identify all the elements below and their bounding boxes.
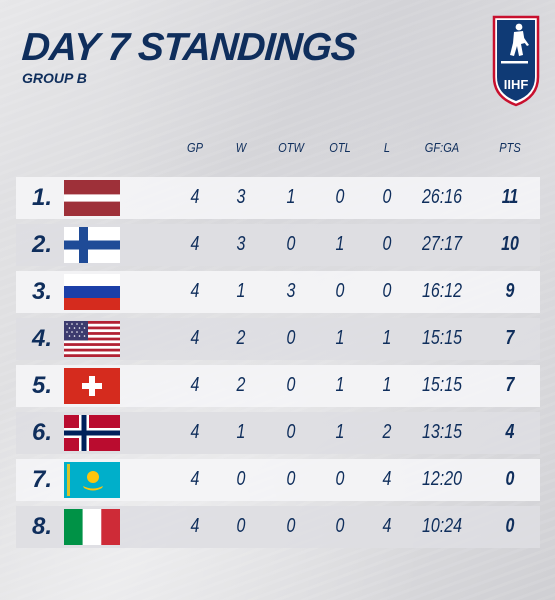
otw-value: 0	[286, 515, 296, 537]
w-value: 3	[236, 186, 246, 208]
pts-value: 11	[501, 186, 519, 208]
rank: 6.	[32, 419, 53, 446]
column-gfga: GF:GA	[424, 140, 460, 155]
otw-value: 0	[286, 233, 296, 255]
gp-value: 4	[190, 186, 200, 208]
otl-value: 0	[335, 280, 345, 302]
switzerland-flag-icon	[64, 368, 120, 404]
page-title: DAY 7 STANDINGS	[20, 26, 358, 69]
table-row: 4. 4 2 0 1 1 15:15 7	[16, 318, 540, 360]
table-header: GP W OTW OTL L GF:GA PTS	[0, 140, 555, 168]
l-value: 2	[382, 421, 392, 443]
rank: 4.	[32, 325, 53, 352]
gfga-value: 13:15	[421, 421, 463, 443]
otw-value: 1	[286, 186, 296, 208]
gfga-value: 27:17	[421, 233, 463, 255]
gfga-value: 15:15	[421, 327, 463, 349]
l-value: 0	[382, 280, 392, 302]
table-row: 5. 4 2 0 1 1 15:15 7	[16, 365, 540, 407]
otl-value: 1	[335, 327, 345, 349]
table-row: 8. 4 0 0 0 4 10:24 0	[16, 506, 540, 548]
column-l: L	[383, 140, 391, 155]
norway-flag-icon	[64, 415, 120, 451]
l-value: 1	[382, 374, 392, 396]
gp-value: 4	[190, 374, 200, 396]
otw-value: 0	[286, 374, 296, 396]
pts-value: 0	[505, 468, 515, 490]
otw-value: 3	[286, 280, 296, 302]
w-value: 1	[236, 421, 246, 443]
pts-value: 7	[505, 374, 515, 396]
finland-flag-icon	[64, 227, 120, 263]
l-value: 1	[382, 327, 392, 349]
w-value: 1	[236, 280, 246, 302]
gfga-value: 15:15	[421, 374, 463, 396]
otw-value: 0	[286, 421, 296, 443]
rank: 1.	[32, 184, 53, 211]
table-row: 3. 4 1 3 0 0 16:12 9	[16, 271, 540, 313]
w-value: 0	[236, 515, 246, 537]
column-otw: OTW	[278, 140, 304, 155]
otl-value: 1	[335, 421, 345, 443]
table-row: 2. 4 3 0 1 0 27:17 10	[16, 224, 540, 266]
w-value: 2	[236, 327, 246, 349]
otl-value: 0	[335, 515, 345, 537]
pts-value: 4	[505, 421, 515, 443]
table-row: 7. 4 0 0 0 4 12:20 0	[16, 459, 540, 501]
table-row: 6. 4 1 0 1 2 13:15 4	[16, 412, 540, 454]
otl-value: 0	[335, 186, 345, 208]
l-value: 4	[382, 468, 392, 490]
pts-value: 7	[505, 327, 515, 349]
russia-flag-icon	[64, 274, 120, 310]
gp-value: 4	[190, 515, 200, 537]
otw-value: 0	[286, 327, 296, 349]
column-otl: OTL	[329, 140, 351, 155]
italy-flag-icon	[64, 509, 120, 545]
rank: 2.	[32, 231, 53, 258]
otl-value: 1	[335, 233, 345, 255]
l-value: 4	[382, 515, 392, 537]
gp-value: 4	[190, 327, 200, 349]
w-value: 2	[236, 374, 246, 396]
gp-value: 4	[190, 468, 200, 490]
iihf-logo-icon: IIHF	[492, 15, 540, 107]
rank: 7.	[32, 466, 53, 493]
pts-value: 0	[505, 515, 515, 537]
gfga-value: 12:20	[421, 468, 463, 490]
latvia-flag-icon	[64, 180, 120, 216]
usa-flag-icon	[64, 321, 120, 357]
otl-value: 1	[335, 374, 345, 396]
kazakhstan-flag-icon	[64, 462, 120, 498]
w-value: 3	[236, 233, 246, 255]
gfga-value: 16:12	[421, 280, 463, 302]
gp-value: 4	[190, 280, 200, 302]
l-value: 0	[382, 233, 392, 255]
column-gp: GP	[187, 140, 203, 155]
gp-value: 4	[190, 421, 200, 443]
column-w: W	[235, 140, 247, 155]
column-pts: PTS	[499, 140, 521, 155]
page-subtitle: GROUP B	[22, 70, 87, 86]
table-row: 1. 4 3 1 0 0 26:16 11	[16, 177, 540, 219]
rank: 3.	[32, 278, 53, 305]
gfga-value: 26:16	[421, 186, 463, 208]
otw-value: 0	[286, 468, 296, 490]
gfga-value: 10:24	[421, 515, 463, 537]
rank: 8.	[32, 513, 53, 540]
l-value: 0	[382, 186, 392, 208]
gp-value: 4	[190, 233, 200, 255]
pts-value: 10	[501, 233, 519, 255]
otl-value: 0	[335, 468, 345, 490]
logo-text: IIHF	[504, 77, 529, 92]
w-value: 0	[236, 468, 246, 490]
rank: 5.	[32, 372, 53, 399]
pts-value: 9	[505, 280, 515, 302]
